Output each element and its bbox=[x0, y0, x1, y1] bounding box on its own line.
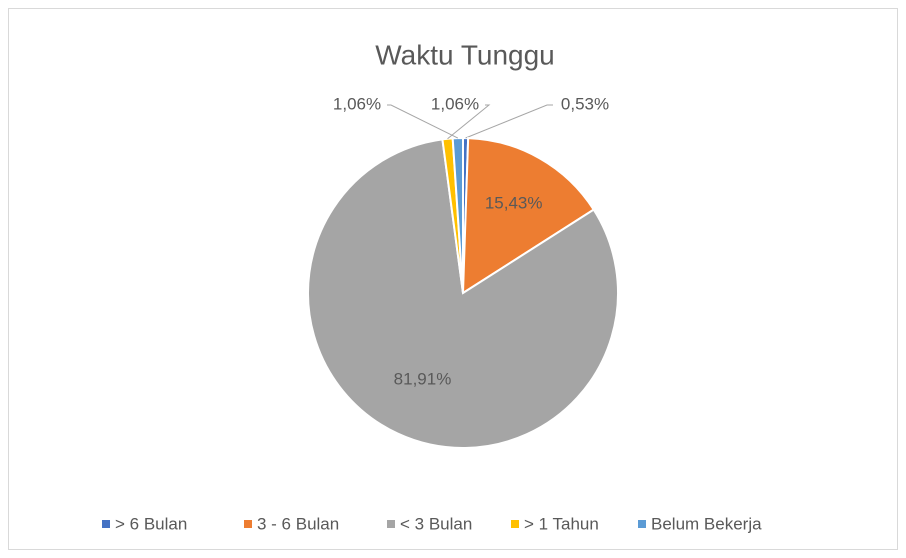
legend-marker bbox=[511, 520, 519, 528]
leader-line bbox=[465, 104, 553, 139]
pie-slice bbox=[461, 137, 596, 295]
leader-line bbox=[447, 104, 491, 140]
leader-line bbox=[387, 104, 459, 139]
legend-label: Belum Bekerja bbox=[651, 514, 762, 533]
legend-label: > 1 Tahun bbox=[524, 514, 599, 533]
data-label: 1,06% bbox=[431, 94, 479, 113]
data-label: 1,06% bbox=[333, 94, 381, 113]
data-label: 0,53% bbox=[561, 94, 609, 113]
legend-marker bbox=[102, 520, 110, 528]
data-label: 81,91% bbox=[394, 370, 452, 389]
pie-slice bbox=[307, 138, 619, 449]
legend-marker bbox=[638, 520, 646, 528]
chart-title: Waktu Tunggu bbox=[375, 39, 555, 70]
legend-label: < 3 Bulan bbox=[400, 514, 472, 533]
data-label: 15,43% bbox=[485, 194, 543, 213]
legend-label: > 6 Bulan bbox=[115, 514, 187, 533]
legend-marker bbox=[387, 520, 395, 528]
legend-label: 3 - 6 Bulan bbox=[257, 514, 339, 533]
legend-marker bbox=[244, 520, 252, 528]
